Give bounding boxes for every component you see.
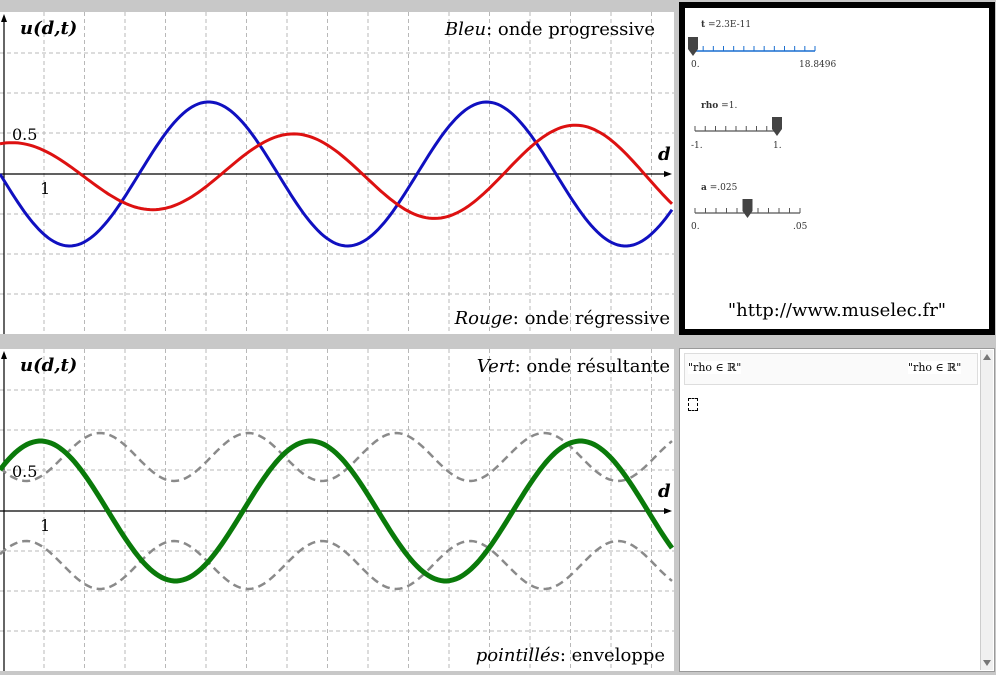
legend-green: Vert: onde résultante (477, 356, 670, 377)
rho-slider-min: -1. (691, 141, 703, 151)
t-slider-ticks (692, 46, 816, 51)
y-axis-arrow (1, 14, 7, 22)
math-box-left[interactable]: "rho ∈ ℝ" (688, 361, 742, 374)
y-axis-label: u(d,t) (20, 355, 77, 376)
empty-math-box[interactable] (688, 398, 698, 411)
bottom-graph-panel[interactable]: u(d,t) d 0.5 1 Vert: onde résultante poi… (0, 349, 675, 671)
t-slider-max: 18.8496 (799, 60, 837, 70)
x-axis-arrow (664, 171, 672, 177)
x-axis-label: d (658, 144, 671, 165)
x-tick-label: 1 (40, 179, 50, 198)
bottom-grid (0, 349, 674, 671)
y-axis-label: u(d,t) (20, 18, 77, 39)
a-slider-label: a =.025 (701, 183, 738, 193)
resultant-wave-curve (0, 438, 675, 584)
notes-panel[interactable]: "rho ∈ ℝ" "rho ∈ ℝ" (679, 348, 995, 672)
notes-scrollbar[interactable] (980, 350, 993, 670)
legend-red: Rouge: onde régressive (454, 308, 670, 329)
top-grid (0, 12, 674, 334)
legend-dotted: pointillés: enveloppe (476, 645, 665, 666)
math-box-right[interactable]: "rho ∈ ℝ" (908, 361, 962, 374)
website-url: "http://www.muselec.fr" (727, 300, 947, 321)
regressive-wave-curve (0, 123, 674, 220)
rho-slider-ticks (694, 126, 778, 131)
a-slider-max: .05 (793, 222, 808, 232)
y-tick-label: 0.5 (12, 125, 37, 144)
sliders-canvas[interactable] (685, 8, 989, 329)
x-tick-label: 1 (40, 516, 50, 535)
progressive-wave-curve (0, 100, 674, 248)
upper-envelope-curve (0, 431, 673, 483)
y-tick-label: 0.5 (12, 462, 37, 481)
scroll-down-arrow[interactable] (983, 660, 991, 666)
rho-slider-thumb[interactable] (772, 117, 782, 136)
slider-panel: t =2.3E-11 0. 18.8496 rho =1. -1. 1. a =… (679, 2, 995, 335)
bottom-graph-canvas[interactable]: u(d,t) d 0.5 1 Vert: onde résultante poi… (0, 349, 675, 671)
x-axis-arrow (664, 508, 672, 514)
top-graph-canvas[interactable]: u(d,t) d 0.5 1 Bleu: onde progressive Ro… (0, 12, 674, 334)
a-slider-thumb[interactable] (742, 199, 753, 218)
legend-blue: Bleu: onde progressive (444, 19, 655, 40)
scroll-up-arrow[interactable] (983, 354, 991, 360)
t-slider-label: t =2.3E-11 (701, 20, 752, 30)
lower-envelope-curve (0, 539, 673, 591)
t-slider-min: 0. (691, 60, 700, 70)
rho-slider-label: rho =1. (701, 101, 738, 111)
a-slider-min: 0. (691, 222, 700, 232)
top-graph-panel[interactable]: u(d,t) d 0.5 1 Bleu: onde progressive Ro… (0, 12, 674, 334)
t-slider-thumb[interactable] (688, 37, 698, 56)
x-axis-label: d (658, 481, 671, 502)
rho-slider-max: 1. (773, 141, 782, 151)
y-axis-arrow (1, 351, 7, 359)
